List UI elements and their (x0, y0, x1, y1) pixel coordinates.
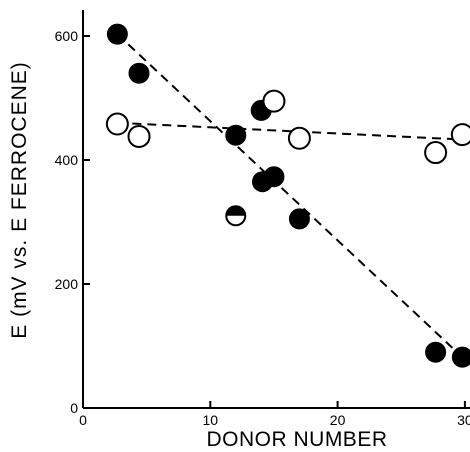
x-tick-label: 0 (79, 412, 87, 428)
axes (82, 10, 470, 409)
y-axis-title: E (mV vs. E FERROCENE) (8, 61, 31, 339)
half-point-fill (226, 206, 246, 216)
open-data-point (450, 123, 470, 147)
open-data-point (287, 126, 311, 150)
x-tick-label: 20 (330, 412, 346, 428)
x-axis-title: DONOR NUMBER (206, 428, 387, 451)
open-data-point (424, 141, 448, 165)
filled-data-point (451, 346, 470, 368)
y-tick-label: 600 (55, 28, 79, 44)
y-tick-label: 400 (55, 152, 79, 168)
y-tick-label: 0 (70, 400, 78, 416)
filled-data-point (425, 341, 447, 363)
ticks: 0 10 20 30 0 200 400 600 (55, 28, 470, 428)
filled-data-point (128, 62, 150, 84)
filled-data-point (106, 23, 128, 45)
half-filled-data-point (225, 205, 247, 227)
open-data-point (127, 124, 151, 148)
fit-line (116, 33, 464, 358)
data-points (105, 23, 470, 368)
filled-data-point (288, 208, 310, 230)
open-data-point (105, 112, 129, 136)
y-tick-label: 200 (55, 276, 79, 292)
filled-data-point (225, 124, 247, 146)
filled-data-point (263, 166, 285, 188)
x-tick-label: 30 (457, 412, 470, 428)
x-tick-label: 10 (203, 412, 219, 428)
fit-line (117, 121, 463, 141)
open-data-point (262, 89, 286, 113)
fit-lines (116, 33, 464, 358)
